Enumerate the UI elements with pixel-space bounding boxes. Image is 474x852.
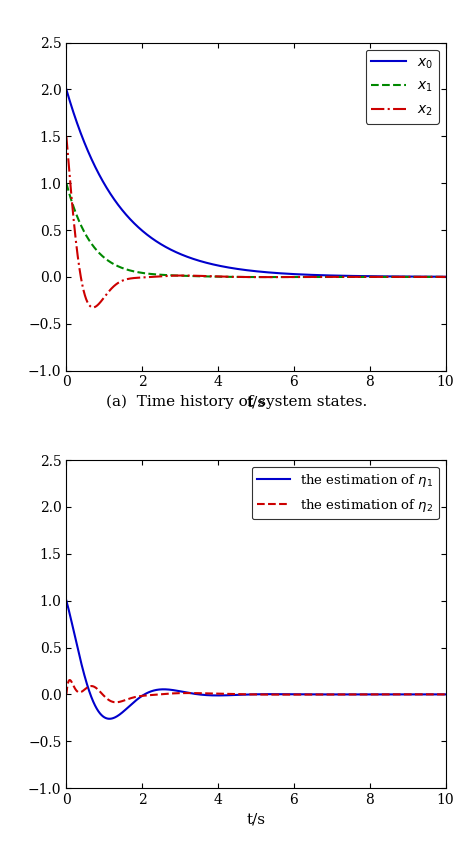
X-axis label: t/s: t/s — [246, 395, 265, 409]
Legend: $x_0$, $x_1$, $x_2$: $x_0$, $x_1$, $x_2$ — [365, 49, 438, 124]
X-axis label: t/s: t/s — [246, 813, 265, 826]
Legend: the estimation of $\eta_1$, the estimation of $\eta_2$: the estimation of $\eta_1$, the estimati… — [252, 467, 439, 519]
Text: (a)  Time history of system states.: (a) Time history of system states. — [106, 395, 368, 409]
